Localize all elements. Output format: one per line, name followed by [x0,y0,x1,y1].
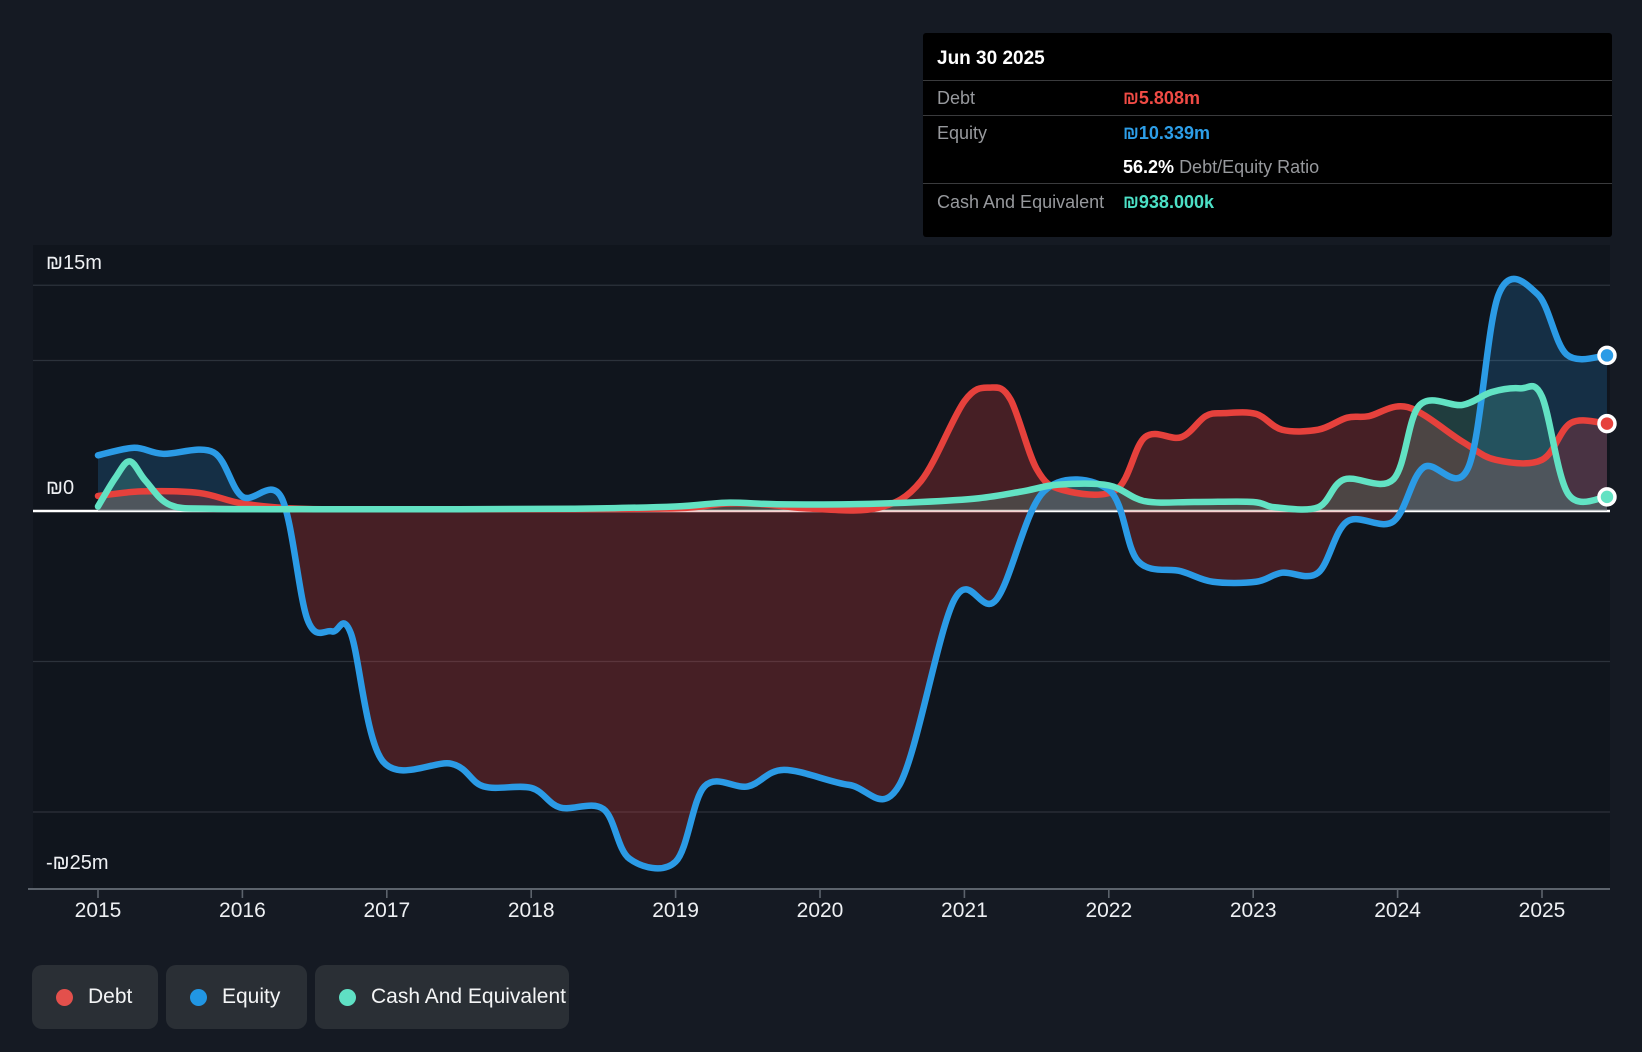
tooltip-debt-value: ₪5.808m [1123,88,1200,108]
legend-equity-label: Equity [222,985,281,1008]
x-axis-label-2019: 2019 [652,899,699,922]
cash-line [94,382,1611,513]
tooltip-equity-label: Equity [937,123,988,143]
tooltip-row-debt: Debt ₪5.808m [923,81,1612,116]
x-axis-label-2021: 2021 [941,899,988,922]
x-axis-label-2025: 2025 [1519,899,1566,922]
tooltip-cash-value: ₪938.000k [1123,192,1214,212]
y-axis-label--25m: -₪25m [46,852,109,874]
x-axis-label-2020: 2020 [797,899,844,922]
tooltip-row-cash: Cash And Equivalent ₪938.000k [923,184,1612,221]
legend-item-cash[interactable]: Cash And Equivalent [315,965,569,1029]
tooltip-row-equity: Equity ₪10.339m [923,116,1612,151]
equity-series-dot-icon [190,988,207,1006]
debt-area [98,387,1607,511]
tooltip-row-ratio: 56.2% Debt/Equity Ratio [923,151,1612,184]
tooltip-equity-value: ₪10.339m [1123,123,1210,143]
x-axis-label-2022: 2022 [1085,899,1132,922]
equity-endpoint-dot[interactable] [1597,345,1617,366]
chart-legend: Debt Equity Cash And Equivalent [32,965,569,1029]
legend-debt-label: Debt [88,985,133,1008]
x-axis-label-2016: 2016 [219,899,266,922]
x-axis-label-2015: 2015 [75,899,122,922]
x-axis-label-2024: 2024 [1374,899,1421,922]
legend-cash-label: Cash And Equivalent [371,985,566,1008]
cash-endpoint-dot[interactable] [1597,487,1617,507]
tooltip-ratio-value: 56.2% [1123,157,1175,177]
tooltip-ratio-label: Debt/Equity Ratio [1179,157,1320,177]
legend-item-equity[interactable]: Equity [166,965,307,1029]
x-axis-label-2017: 2017 [363,899,410,922]
equity-area-positive [98,279,1607,511]
tooltip-debt-label: Debt [937,88,976,108]
y-axis-label-15m: ₪15m [46,252,102,274]
chart-tooltip: Jun 30 2025 Debt ₪5.808m Equity ₪10.339m… [923,33,1612,237]
cash-series-dot-icon [339,988,356,1006]
equity-line [94,275,1611,872]
tooltip-cash-label: Cash And Equivalent [937,192,1105,212]
debt-endpoint-dot[interactable] [1597,413,1617,434]
cash-area [98,386,1607,511]
x-axis-label-2018: 2018 [508,899,555,922]
x-axis-label-2023: 2023 [1230,899,1277,922]
legend-item-debt[interactable]: Debt [32,965,158,1029]
tooltip-date: Jun 30 2025 [923,33,1612,81]
debt-series-dot-icon [56,988,73,1006]
y-axis-label-0m: ₪0 [46,477,74,499]
